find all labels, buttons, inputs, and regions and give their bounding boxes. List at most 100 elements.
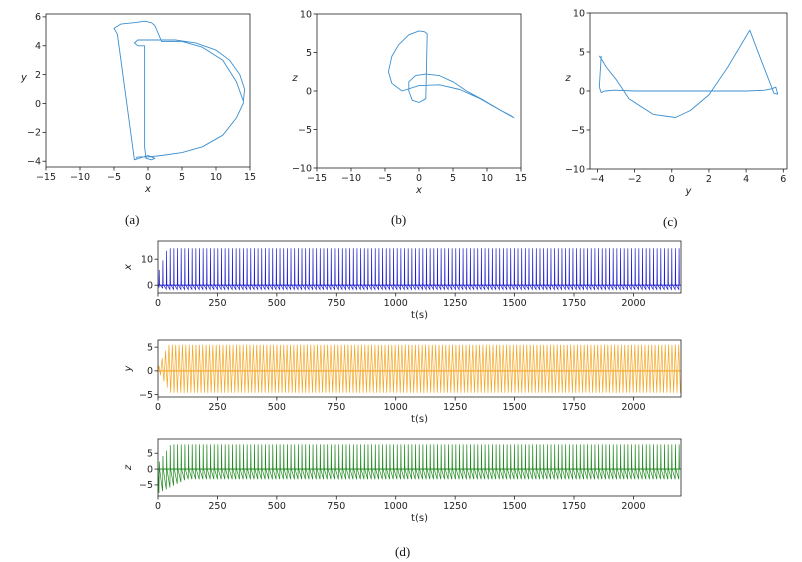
phase-plot-yz: −4 −2 0 2 4 6 −10 −5 0 5 10 y z: [564, 8, 788, 197]
x-tick-label: 500: [268, 402, 286, 413]
signal-group: [158, 344, 681, 393]
x-tick-label: −5: [107, 172, 121, 183]
y-tick-label: 5: [306, 48, 312, 59]
x-tick-label: 15: [515, 173, 527, 184]
x-tick-label: −2: [628, 174, 642, 185]
y-tick-label: −5: [298, 125, 312, 136]
x-tick-label: 2000: [621, 298, 645, 309]
x-tick-label: −15: [36, 172, 56, 183]
y-axis-label: y: [123, 364, 134, 372]
x-tick-label: 1250: [443, 501, 467, 512]
y-tick-label: 0: [147, 366, 153, 377]
y-tick-label: 0: [147, 464, 153, 475]
signal-line: [158, 344, 681, 393]
y-tick-label: −5: [139, 480, 153, 491]
caption-c: (c): [663, 214, 677, 229]
trajectory-line: [598, 29, 779, 118]
x-tick-label: 0: [155, 501, 161, 512]
x-tick-label: 1250: [443, 298, 467, 309]
y-tick-label: −5: [571, 125, 585, 136]
x-tick-label: 0: [145, 172, 151, 183]
plot-frame: [45, 13, 251, 168]
x-tick-label: −10: [341, 173, 361, 184]
x-tick-label: 500: [268, 298, 286, 309]
x-tick-label: 0: [669, 174, 675, 185]
x-tick-label: 750: [327, 298, 345, 309]
x-tick-label: 1250: [443, 402, 467, 413]
y-tick-label: −4: [27, 157, 41, 168]
y-tick-label: −10: [292, 163, 312, 174]
x-tick-label: 1000: [384, 298, 408, 309]
x-tick-label: 750: [327, 501, 345, 512]
y-axis-label: z: [564, 73, 571, 84]
x-tick-label: 1500: [502, 402, 526, 413]
x-tick-label: 1000: [384, 402, 408, 413]
x-tick-label: 2000: [621, 402, 645, 413]
x-tick-label: 2000: [621, 501, 645, 512]
y-tick-label: −5: [139, 390, 153, 401]
x-tick-label: 5: [179, 172, 185, 183]
y-tick-label: 0: [35, 99, 41, 110]
x-tick-label: 0: [155, 298, 161, 309]
x-tick-label: −15: [307, 173, 327, 184]
caption-b: (b): [391, 212, 406, 227]
y-tick-label: 0: [147, 281, 153, 292]
x-axis-label: x: [144, 184, 151, 195]
x-tick-label: 1750: [562, 402, 586, 413]
trajectory-line: [113, 20, 246, 161]
signal-group: [158, 444, 681, 494]
x-tick-label: 0: [416, 173, 422, 184]
caption-d: (d): [395, 544, 410, 559]
trajectory-line: [387, 30, 515, 119]
y-tick-label: 6: [35, 12, 41, 23]
x-tick-label: 15: [244, 172, 256, 183]
y-tick-label: 10: [141, 255, 153, 266]
x-tick-label: 500: [268, 501, 286, 512]
x-tick-label: 1750: [562, 298, 586, 309]
x-axis-label: t(s): [411, 414, 428, 425]
phase-plot-xy: −15 −10 −5 0 5 10 15 −4 −2 0 2 4 6 x y: [20, 12, 256, 195]
y-tick-label: 2: [35, 70, 41, 81]
y-axis-label: z: [291, 73, 298, 84]
signal-line: [158, 248, 680, 291]
x-tick-label: 10: [481, 173, 493, 184]
signal-line: [158, 444, 680, 494]
y-axis-label: y: [20, 73, 28, 84]
x-tick-label: 2: [706, 174, 712, 185]
x-tick-label: 1500: [502, 501, 526, 512]
y-tick-label: −10: [565, 164, 585, 175]
y-tick-label: 5: [579, 47, 585, 58]
x-tick-label: 1500: [502, 298, 526, 309]
x-tick-label: 1750: [562, 501, 586, 512]
y-axis-label: z: [123, 464, 134, 471]
x-tick-label: 10: [210, 172, 222, 183]
x-tick-label: 0: [155, 402, 161, 413]
x-axis-label: y: [685, 186, 693, 197]
x-tick-label: −5: [378, 173, 392, 184]
x-tick-label: 250: [208, 501, 226, 512]
y-tick-label: 5: [147, 342, 153, 353]
plot-frame: [157, 240, 682, 294]
y-tick-label: 4: [35, 41, 41, 52]
y-tick-label: 0: [579, 86, 585, 97]
x-tick-label: 4: [743, 174, 749, 185]
y-tick-label: 10: [573, 8, 585, 19]
x-tick-label: 5: [450, 173, 456, 184]
time-series-x: 0 250 500 750 1000 1250 1500 1750 2000 0 10 t(s) x: [123, 240, 682, 321]
x-axis-label: x: [415, 185, 422, 196]
caption-a: (a): [125, 212, 139, 227]
plot-frame: [316, 13, 522, 169]
y-tick-label: −2: [27, 128, 41, 139]
signal-group: [158, 248, 681, 291]
x-tick-label: −4: [590, 174, 604, 185]
x-tick-label: 750: [327, 402, 345, 413]
x-tick-label: 250: [208, 298, 226, 309]
y-tick-label: 10: [300, 9, 312, 20]
y-tick-label: 0: [306, 86, 312, 97]
y-tick-label: 5: [147, 449, 153, 460]
x-tick-label: 250: [208, 402, 226, 413]
